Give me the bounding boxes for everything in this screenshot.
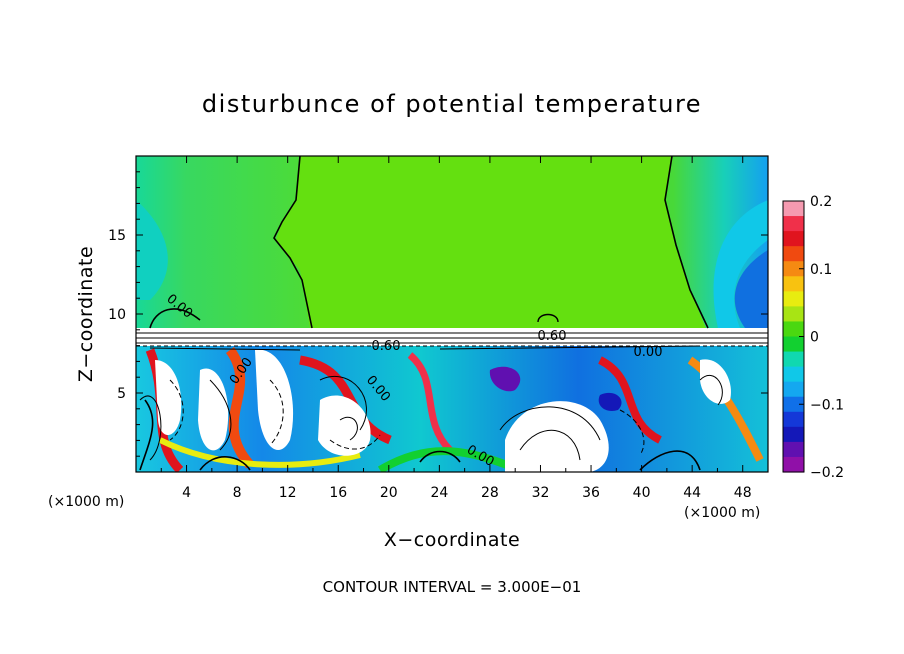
x-tick-label: 28 (481, 485, 499, 501)
y-axis: 5 10 15 (108, 171, 768, 457)
contour-label: 0.60 (538, 329, 567, 344)
y-axis-label: Z−coordinate (75, 246, 97, 382)
colorbar-swatch (783, 201, 804, 217)
colorbar-swatch (783, 261, 804, 277)
upper-left-cyan (136, 200, 168, 300)
colorbar-swatch (783, 381, 804, 398)
colorbar-swatch (783, 291, 804, 307)
colorbar-ticks: 0.2 0.1 0 −0.1 −0.2 (799, 194, 844, 481)
lower-red-band-2 (225, 347, 254, 469)
colorbar-tick-label: 0 (810, 330, 819, 346)
colorbar-swatch (783, 321, 804, 338)
x-tick-label: 24 (430, 485, 448, 501)
lower-contours (139, 374, 723, 461)
colorbar-tick-label: −0.1 (810, 397, 844, 413)
x-tick-label: 4 (182, 485, 191, 501)
colorbar-swatch (783, 246, 804, 262)
colorbar-swatch (783, 456, 804, 473)
upper-right-blue (734, 250, 768, 328)
lower-yellow-band (158, 437, 361, 468)
upper-right-cyan (713, 200, 768, 328)
x-tick-label: 32 (532, 485, 550, 501)
lower-red-band-3 (299, 355, 392, 445)
colorbar-swatch (783, 276, 804, 292)
lower-red-band-6 (687, 356, 764, 462)
colorbar-swatch (783, 351, 804, 368)
lower-purple-patch-1 (489, 366, 521, 392)
x-tick-label: 16 (329, 485, 347, 501)
x-tick-label: 36 (582, 485, 600, 501)
upper-dark-green-region (276, 156, 706, 328)
lower-red-band-4 (407, 352, 453, 453)
lower-white-region-2 (198, 368, 229, 451)
colorbar-swatch (783, 216, 804, 232)
colorbar-swatch (783, 231, 804, 247)
colorbar-swatch (783, 336, 804, 353)
zero-contour-bubble (537, 313, 559, 323)
y-tick-label: 10 (108, 307, 126, 323)
lower-white-region-6 (700, 359, 731, 404)
y-tick-label: 15 (108, 228, 126, 244)
x-unit-left: (×1000 m) (48, 494, 124, 510)
colorbar-tick-label: −0.2 (810, 465, 844, 481)
colorbar-swatch (783, 441, 804, 458)
x-tick-label: 8 (233, 485, 242, 501)
colorbar-swatch (783, 366, 804, 383)
contour-label: 0.00 (634, 345, 663, 360)
colorbar-tick-label: 0.2 (810, 194, 832, 210)
plot-area (136, 156, 768, 472)
x-tick-label: 12 (279, 485, 297, 501)
inversion-contours (136, 332, 768, 351)
x-axis: 4 8 12 16 20 24 28 32 36 40 44 48 (160, 156, 752, 501)
x-tick-label: 40 (633, 485, 651, 501)
colorbar-tick-label: 0.1 (810, 262, 832, 278)
x-tick-label: 48 (734, 485, 752, 501)
x-tick-label: 20 (380, 485, 398, 501)
lower-green-band (377, 447, 522, 472)
contour-label: 0.60 (372, 339, 401, 354)
x-unit-right: (×1000 m) (684, 505, 760, 521)
lower-zero-contours (139, 399, 701, 471)
colorbar-swatch (783, 411, 804, 428)
lower-purple-patch-2 (598, 392, 622, 411)
y-tick-label: 5 (117, 386, 126, 402)
zero-contour-upper (149, 156, 709, 329)
colorbar-swatch (783, 306, 804, 323)
chart-title: disturbunce of potential temperature (202, 90, 702, 118)
lower-white-region-5 (505, 401, 609, 472)
lower-white-region-3 (255, 349, 294, 450)
x-axis-label: X−coordinate (384, 529, 520, 551)
colorbar (783, 201, 804, 473)
lower-red-band-5 (598, 356, 662, 444)
colorbar-swatch (783, 396, 804, 413)
x-tick-label: 44 (683, 485, 701, 501)
contour-interval-note: CONTOUR INTERVAL = 3.000E−01 (323, 578, 582, 596)
lower-white-region-1 (155, 360, 182, 435)
colorbar-swatch (783, 426, 804, 443)
